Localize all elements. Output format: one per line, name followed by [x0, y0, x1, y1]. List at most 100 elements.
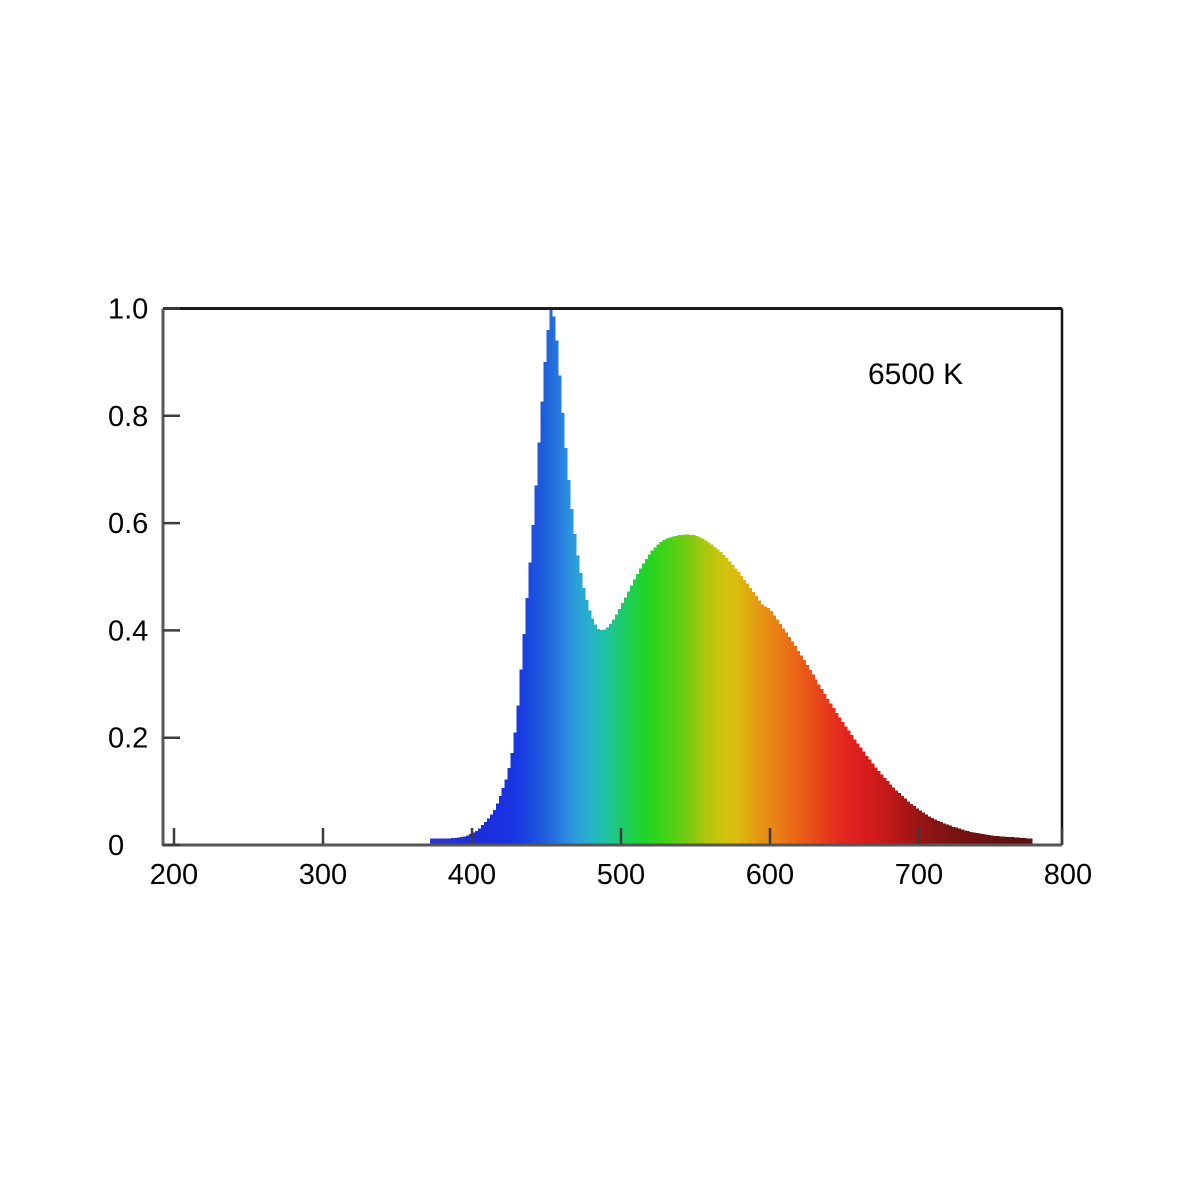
spectrum-bar	[927, 816, 931, 846]
spectrum-bar	[790, 641, 794, 846]
spectrum-bar	[600, 629, 604, 846]
spectrum-bar	[457, 837, 461, 846]
spectrum-bar	[746, 583, 750, 846]
spectrum-bar	[752, 591, 756, 846]
spectrum-bar	[662, 540, 666, 846]
spectrum-area-fill	[430, 308, 1033, 847]
spectrum-bar	[519, 669, 523, 846]
y-tick-label: 1.0	[108, 294, 148, 326]
spectrum-bar	[564, 447, 568, 846]
spectrum-bar	[623, 597, 628, 846]
spectrum-bar	[728, 561, 732, 846]
spectrum-bar	[951, 826, 955, 846]
spectrum-bar	[451, 838, 455, 846]
spectrum-bar	[597, 628, 601, 846]
spectrum-bar	[1011, 837, 1015, 846]
spectrum-bar	[841, 721, 845, 846]
spectrum-bar	[918, 810, 923, 846]
spectrum-bar	[531, 524, 535, 846]
spectrum-bar	[996, 836, 1000, 846]
spectrum-bar	[501, 788, 505, 846]
spectrum-bar	[433, 838, 437, 846]
spectrum-bar	[567, 480, 571, 846]
x-tick-label: 700	[895, 859, 943, 891]
spectrum-bar	[430, 838, 434, 846]
spectrum-bar	[957, 828, 961, 846]
spectrum-bar	[686, 534, 690, 846]
spectrum-bar	[883, 777, 887, 846]
spectrum-bar	[793, 646, 797, 846]
x-tick-label: 400	[448, 859, 496, 891]
spectrum-bar	[1008, 837, 1012, 846]
spectrum-bar	[468, 834, 473, 846]
spectrum-bar	[510, 753, 514, 846]
spectrum-bar	[1023, 838, 1027, 846]
spectrum-bar	[766, 608, 771, 846]
spectrum-bar	[513, 732, 517, 846]
spectrum-bar	[606, 627, 610, 846]
spectrum-bar	[561, 413, 565, 846]
spectrum-bar	[582, 588, 586, 846]
spectrum-bar	[889, 784, 893, 846]
spectrum-bar	[573, 533, 577, 846]
spectrum-bar	[871, 763, 875, 846]
spectrum-bar	[865, 755, 869, 846]
spectrum-bar	[799, 655, 803, 846]
spectrum-bar	[972, 832, 976, 846]
x-axis-tick-labels: 200 300 400 500 600 700 800	[150, 859, 1092, 891]
spectrum-bar	[1029, 838, 1033, 846]
spectrum-bar	[829, 703, 833, 846]
spectrum-bar	[713, 547, 717, 846]
spectrum-bar	[838, 717, 842, 846]
spectrum-bar	[784, 632, 788, 846]
spectrum-bar	[480, 825, 484, 846]
spectrum-bar	[817, 684, 821, 846]
spectrum-bar	[612, 619, 616, 846]
spectrum-bar	[877, 770, 881, 846]
spectrum-bar	[832, 708, 836, 846]
spectrum-bar	[758, 600, 762, 846]
spectrum-bar	[445, 838, 449, 846]
spectrum-bar	[492, 809, 496, 846]
y-tick-label: 0.8	[108, 401, 148, 433]
spectrum-bar	[820, 689, 824, 846]
spectrum-bar	[632, 579, 636, 846]
spectrum-bar	[609, 624, 613, 846]
spectrum-bar	[680, 534, 684, 846]
spectrum-bar	[737, 572, 741, 846]
spectrum-bar	[644, 558, 648, 846]
spectrum-bar	[731, 564, 735, 846]
spectrum-bar	[749, 587, 753, 846]
spectrum-bar	[543, 362, 547, 846]
spectrum-bar	[629, 585, 633, 846]
spectrum-bar	[933, 819, 937, 846]
spectrum-bar	[954, 827, 958, 846]
spectrum-bar	[763, 606, 768, 846]
spectrum-bar	[671, 536, 675, 846]
spectrum-bar	[808, 669, 812, 846]
spectrum-bar	[984, 834, 988, 846]
spectrum-bar	[474, 830, 479, 846]
spectrum-bar	[570, 508, 574, 846]
spectrum-bar	[978, 833, 982, 846]
spectrum-bar	[635, 574, 639, 846]
spectrum-bar	[525, 598, 529, 846]
spectrum-bar	[1014, 837, 1018, 846]
spectrum-bar	[823, 693, 827, 846]
spectrum-bar	[620, 603, 625, 846]
spectrum-bar	[734, 568, 738, 846]
spectrum-bar	[725, 558, 729, 846]
spectrum-bar	[460, 837, 464, 846]
spectrum-bar	[868, 759, 872, 846]
spectrum-bar	[704, 540, 708, 846]
spectrum-bar	[626, 591, 630, 846]
spectrum-bar	[707, 542, 711, 846]
spectrum-bar	[856, 743, 860, 846]
x-tick-label: 500	[597, 859, 645, 891]
spectrum-bar	[969, 831, 973, 846]
spectrum-bar	[853, 739, 857, 846]
spectrum-bar	[540, 401, 544, 846]
spectrum-bar	[942, 823, 946, 846]
spectrum-bar	[930, 817, 934, 846]
